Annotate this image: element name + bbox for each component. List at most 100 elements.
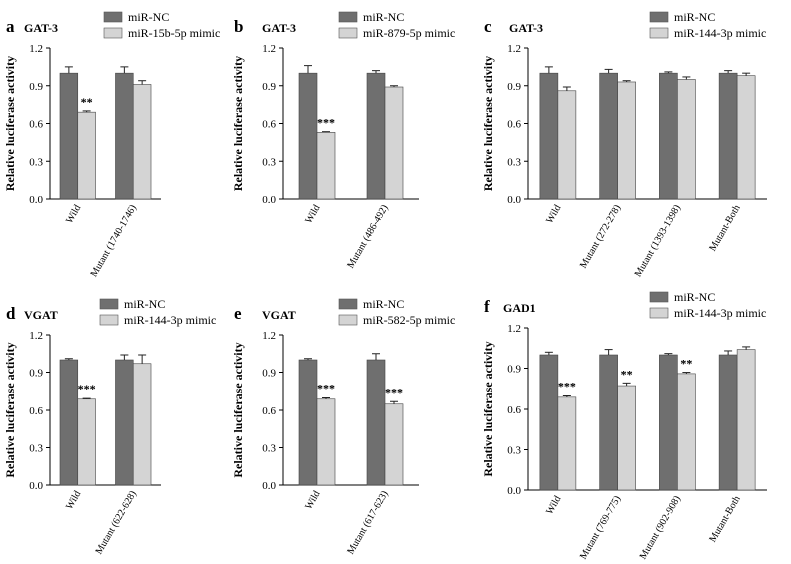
panel-letter: f [484,297,490,316]
panel-title: VGAT [24,308,58,322]
bar-mimic [617,81,636,200]
y-axis-label: Relative luciferase activity [3,56,17,191]
legend-label: miR-NC [124,297,165,311]
y-axis-label: Relative luciferase activity [231,56,245,191]
bar-mimic [736,75,756,200]
y-tick-label: 0.6 [262,405,276,417]
y-tick-label: 0.9 [262,368,276,380]
panel-f: f GAD1 miR-NC miR-144-3p mimic 0.0 0.3 0.6 0.9 1… [481,290,767,561]
x-tick-label: Mutant (486-492) [345,203,390,270]
bar-nc [599,354,618,491]
bar-mimic [384,86,404,200]
y-tick-label: 0.9 [507,81,521,93]
y-tick-label: 0.0 [262,480,276,492]
bar-nc [298,359,318,486]
legend-label: miR-15b-5p mimic [128,26,220,40]
panel-letter: a [6,17,15,36]
legend-label: miR-144-3p mimic [674,26,766,40]
bar-mimic [617,385,636,491]
panel-d: d VGAT miR-NC miR-144-3p mimic 0.0 0.3 0.6 0.9 1… [3,297,216,556]
legend-swatch [338,298,358,310]
panel-title: GAD1 [503,301,536,315]
bar-nc [599,72,618,200]
y-axis-label: Relative luciferase activity [3,342,17,477]
y-tick-label: 0.9 [29,81,43,93]
panel-letter: c [484,17,492,36]
panel-title: VGAT [262,308,296,322]
bar-nc [115,72,134,200]
y-tick-label: 0.6 [507,119,521,131]
bar-mimic [316,132,336,200]
bar-mimic [736,349,756,491]
x-tick-label: Mutant (272-278) [578,203,623,270]
panel-letter: d [6,304,16,323]
y-tick-label: 0.6 [262,119,276,131]
panel-e: e VGAT miR-NC miR-582-5p mimic 0.0 0.3 0.6 0.9 1… [231,297,455,556]
significance-label: *** [558,380,576,394]
y-tick-label: 0.3 [262,443,276,455]
legend-label: miR-NC [363,297,404,311]
significance-label: *** [317,382,335,396]
significance-label: *** [385,385,403,399]
y-tick-label: 0.3 [507,156,521,168]
legend-swatch [103,27,123,39]
legend-swatch [103,11,123,23]
bar-nc [659,72,678,200]
legend-swatch [649,291,669,303]
y-axis-label: Relative luciferase activity [231,342,245,477]
legend-swatch [338,314,358,326]
bar-mimic [557,90,577,200]
y-tick-label: 1.2 [29,43,43,55]
bar-mimic [77,111,96,200]
legend-label: miR-NC [674,10,715,24]
legend-swatch [649,27,669,39]
legend-swatch [99,298,119,310]
significance-label: *** [317,116,335,130]
x-tick-label: Wild [544,203,563,225]
bar-nc [59,72,79,200]
bar-mimic [132,84,152,200]
y-tick-label: 0.3 [262,156,276,168]
legend-label: miR-582-5p mimic [363,313,455,327]
x-tick-label: Mutant (617-623) [345,489,390,556]
legend-swatch [649,11,669,23]
y-tick-label: 0.9 [262,81,276,93]
legend-swatch [649,307,669,319]
bar-nc [539,72,559,200]
bar-nc [298,72,318,200]
legend-swatch [338,27,358,39]
legend-label: miR-NC [674,290,715,304]
y-tick-label: 0.6 [29,119,43,131]
x-tick-label: Mutant-Both [707,203,742,253]
panel-a: a GAT-3 miR-NC miR-15b-5p mimic 0.0 0.3 0.6 0.9… [3,10,220,279]
y-tick-label: 0.3 [29,156,43,168]
bar-nc [659,354,678,491]
y-tick-label: 0.0 [262,194,276,206]
bar-nc [366,359,386,486]
bar-mimic [316,398,336,486]
bar-mimic [132,363,152,486]
y-axis-label: Relative luciferase activity [481,341,495,476]
panel-title: GAT-3 [509,21,543,35]
legend-label: miR-144-3p mimic [674,306,766,320]
x-tick-label: Mutant (902-908) [638,494,683,561]
significance-label: ** [621,367,633,381]
significance-label: ** [81,95,93,109]
x-tick-label: Wild [64,489,83,511]
panel-c: c GAT-3 miR-NC miR-144-3p mimic 0.0 0.3 0.6 0.9… [481,10,767,279]
legend-swatch [338,11,358,23]
x-tick-label: Wild [64,203,83,225]
bar-nc [366,72,386,200]
y-tick-label: 1.2 [507,323,521,335]
y-tick-label: 1.2 [262,43,276,55]
y-tick-label: 0.9 [507,364,521,376]
x-tick-label: Mutant (769-775) [578,494,623,561]
y-tick-label: 1.2 [507,43,521,55]
panel-title: GAT-3 [262,21,296,35]
x-tick-label: Wild [544,494,563,516]
x-tick-label: Mutant (622-628) [94,489,139,556]
x-tick-label: Mutant (1393-1398) [633,203,683,279]
legend-label: miR-NC [128,10,169,24]
y-tick-label: 0.0 [507,485,521,497]
